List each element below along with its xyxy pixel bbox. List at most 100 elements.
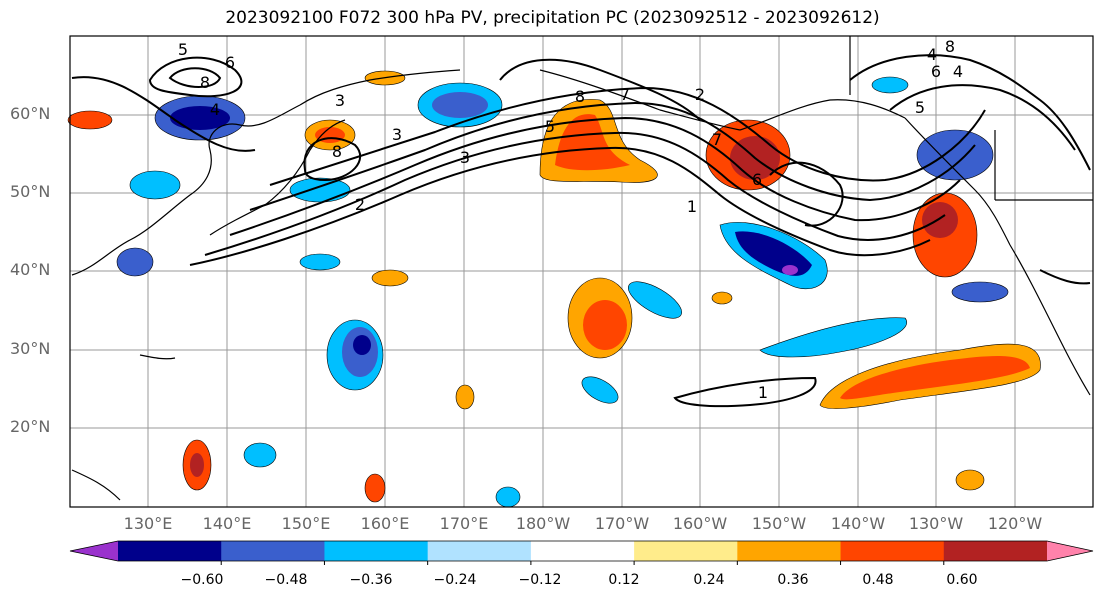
colorbar-tick-label: 0.36 xyxy=(777,572,809,588)
neg-anomaly xyxy=(916,129,994,181)
neg-anomaly xyxy=(871,76,909,94)
lon-label: 150°W xyxy=(751,514,807,533)
colorbar-segment xyxy=(840,541,945,561)
contour-label: 5 xyxy=(178,40,188,59)
lat-label: 40°N xyxy=(10,260,51,279)
pos-anomaly xyxy=(371,269,409,287)
colorbar-segment xyxy=(118,541,222,561)
pv-contour-5 xyxy=(269,86,986,186)
lat-label: 60°N xyxy=(10,104,51,123)
colorbar-segment xyxy=(530,541,635,561)
colorbar-segment xyxy=(427,541,532,561)
lon-label: 180°W xyxy=(515,514,571,533)
lon-label: 140°W xyxy=(830,514,886,533)
colorbar-segment xyxy=(221,541,325,561)
pos-anomaly xyxy=(364,473,386,503)
contour-label: 3 xyxy=(460,148,470,167)
contour-label: 4 xyxy=(953,62,963,81)
pv-contour-11 xyxy=(769,161,844,227)
pv-contour-3 xyxy=(229,116,961,236)
neg-anomaly xyxy=(129,170,181,200)
pos-anomaly xyxy=(955,469,985,491)
pv-contour-15 xyxy=(1039,269,1091,285)
pv-contour-8 xyxy=(168,67,222,88)
pv-contour-1 xyxy=(189,146,931,266)
lon-label: 140°E xyxy=(202,514,252,533)
lat-label: 50°N xyxy=(10,182,51,201)
pv-contour-14 xyxy=(673,376,817,408)
colorbar-extend-high xyxy=(1047,541,1093,561)
pos-anomaly xyxy=(67,110,113,130)
lon-label: 120°W xyxy=(987,514,1043,533)
contour-label: 5 xyxy=(915,98,925,117)
colorbar-tick-label: −0.60 xyxy=(180,572,224,588)
contour-label: 4 xyxy=(927,45,937,64)
colorbar-outline xyxy=(69,540,1094,562)
contour-label: 6 xyxy=(225,53,235,72)
colorbar-segment xyxy=(324,541,429,561)
contour-label: 4 xyxy=(210,100,220,119)
pv-contour-7 xyxy=(148,56,243,98)
contour-label: 7 xyxy=(712,130,722,149)
map-border xyxy=(69,35,1094,508)
contour-label: 8 xyxy=(575,87,585,106)
pos-anomaly xyxy=(711,291,733,305)
lon-label: 170°W xyxy=(594,514,650,533)
contour-label: 1 xyxy=(687,197,697,216)
neg-anomaly xyxy=(243,442,277,468)
contour-label: 8 xyxy=(332,142,342,161)
colorbar-tick-label: −0.48 xyxy=(264,572,308,588)
coastlines xyxy=(71,36,1093,501)
colorbar-tick-label: 0.60 xyxy=(946,572,978,588)
pv-contour-12 xyxy=(849,54,1091,171)
contour-label: 3 xyxy=(335,91,345,110)
contour-label: 6 xyxy=(752,170,762,189)
neg-anomaly xyxy=(289,177,351,203)
colorbar-tick-label: 0.48 xyxy=(862,572,894,588)
colorbar-extend-low xyxy=(70,541,118,561)
lon-label: 150°E xyxy=(281,514,331,533)
colorbar-tick-label: −0.12 xyxy=(518,572,562,588)
pv-contour-9 xyxy=(303,137,362,182)
pv-contours xyxy=(71,54,1091,408)
neg-anomaly xyxy=(495,486,521,508)
pv-contour-13 xyxy=(889,84,1076,151)
neg-anomaly xyxy=(628,281,682,319)
colorbar xyxy=(69,540,1094,565)
contour-label: 2 xyxy=(355,195,365,214)
contour-label: 3 xyxy=(392,125,402,144)
lon-label: 130°W xyxy=(908,514,964,533)
lat-label: 20°N xyxy=(10,417,51,436)
colorbar-segment xyxy=(634,541,738,561)
neg-anomaly xyxy=(581,376,619,404)
pv-contour-10 xyxy=(499,58,701,121)
contour-label: 8 xyxy=(945,37,955,56)
pv-contour-4 xyxy=(249,101,976,211)
lon-label: 170°E xyxy=(439,514,489,533)
colorbar-tick-label: −0.36 xyxy=(349,572,393,588)
colorbar-tick-label: 0.12 xyxy=(608,572,640,588)
pv-contour-2 xyxy=(204,131,946,256)
contour-label: 2 xyxy=(695,85,705,104)
contour-label: 8 xyxy=(200,73,210,92)
contour-label: 7 xyxy=(620,85,630,104)
pv-contour-6 xyxy=(71,76,256,152)
colorbar-segment xyxy=(737,541,842,561)
neg-anomaly xyxy=(951,281,1009,303)
contour-label: 1 xyxy=(758,383,768,402)
precip-shading xyxy=(67,70,1041,508)
neg-anomaly xyxy=(299,253,341,271)
contour-label: 6 xyxy=(931,62,941,81)
colorbar-tick-label: 0.24 xyxy=(693,572,725,588)
neg-anomaly xyxy=(116,247,154,277)
colorbar-tick-label: −0.24 xyxy=(433,572,477,588)
pos-anomaly xyxy=(455,384,475,410)
neg-anomaly xyxy=(759,317,907,358)
lon-label: 160°E xyxy=(360,514,410,533)
colorbar-segment xyxy=(943,541,1048,561)
lat-label: 30°N xyxy=(10,339,51,358)
map-title: 2023092100 F072 300 hPa PV, precipitatio… xyxy=(225,8,880,28)
contour-label: 5 xyxy=(545,117,555,136)
lon-label: 130°E xyxy=(123,514,173,533)
